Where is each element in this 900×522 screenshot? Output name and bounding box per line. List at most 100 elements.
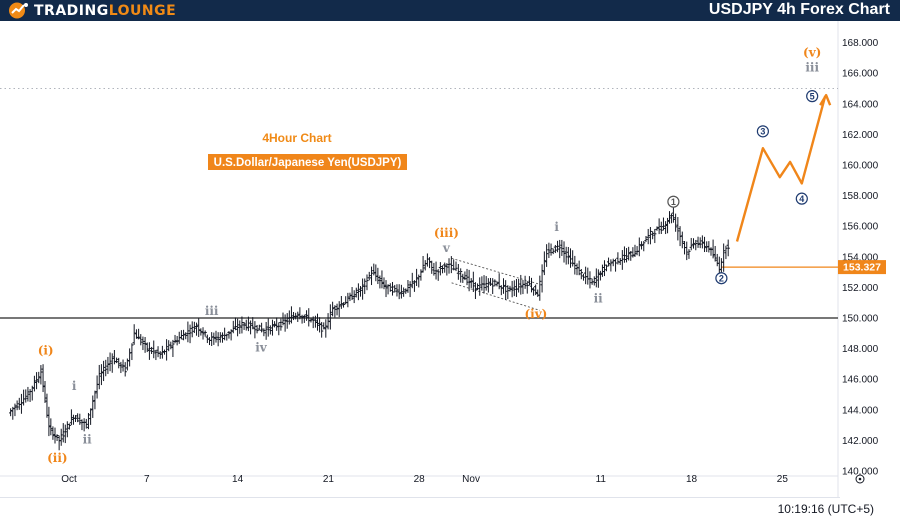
ohlc-bar: [130, 343, 134, 361]
ohlc-bar: [171, 339, 175, 358]
ohlc-bar: [9, 408, 13, 417]
ohlc-bar: [624, 248, 629, 263]
ohlc-bar: [281, 312, 285, 326]
ohlc-bar: [51, 426, 55, 440]
circled-wave-ring: [756, 125, 769, 138]
ohlc-bar: [551, 248, 555, 255]
ohlc-bar: [162, 349, 167, 355]
ohlc-bar: [268, 325, 272, 335]
ohlc-bar: [112, 350, 116, 365]
ohlc-bar: [246, 316, 251, 332]
ohlc-bar: [59, 428, 63, 446]
ohlc-bar: [358, 286, 363, 297]
ohlc-bar: [545, 244, 549, 267]
time-axis-settings-icon[interactable]: [855, 474, 865, 484]
ohlc-bar: [179, 330, 184, 340]
ohlc-bar: [352, 290, 356, 304]
ohlc-bar: [425, 253, 430, 267]
ohlc-bar: [622, 246, 627, 263]
ohlc-bar: [294, 312, 298, 320]
ohlc-bar: [406, 279, 410, 293]
wave-label: v: [442, 241, 451, 255]
ohlc-bar: [573, 255, 577, 275]
ohlc-bar: [141, 336, 145, 351]
ohlc-bar: [395, 284, 399, 297]
projection-arrowhead: [819, 93, 832, 106]
ohlc-bar: [456, 263, 460, 280]
ohlc-bar: [69, 409, 74, 426]
ohlc-bar: [436, 269, 440, 281]
ohlc-bar: [473, 282, 478, 300]
price-chart[interactable]: 140.000 142.000 144.000 146.000 148.000 150.0…: [0, 21, 900, 497]
ohlc-bar: [302, 314, 306, 323]
ohlc-bar: [664, 221, 668, 235]
ohlc-bar: [322, 322, 326, 330]
circled-wave-label: 1: [667, 195, 680, 208]
ohlc-bar: [184, 332, 188, 340]
ohlc-bar: [231, 320, 235, 334]
price-tick-label: 146.000: [842, 375, 879, 386]
ohlc-bar: [461, 273, 465, 283]
ohlc-bar: [41, 364, 45, 393]
time-tick-label: 18: [686, 474, 698, 485]
ohlc-bar: [78, 413, 82, 425]
ohlc-bar: [600, 264, 605, 277]
ohlc-bar: [201, 327, 205, 340]
ohlc-bar: [397, 284, 401, 300]
ohlc-bar: [300, 314, 304, 324]
ohlc-bar: [167, 340, 171, 352]
ohlc-bar: [504, 280, 508, 301]
ohlc-bar: [562, 241, 566, 263]
ohlc-bar: [480, 276, 484, 291]
circled-wave-ring: [806, 90, 819, 103]
ohlc-bar: [30, 385, 34, 401]
ohlc-bar: [594, 268, 598, 288]
ohlc-bar: [631, 247, 635, 258]
ohlc-bar: [279, 318, 283, 331]
ohlc-bar: [445, 263, 449, 276]
ohlc-bar: [240, 316, 244, 334]
ohlc-bar: [667, 211, 672, 224]
ohlc-bar: [313, 315, 318, 328]
ohlc-bar: [467, 269, 471, 292]
projection-path: [735, 95, 827, 242]
ohlc-bar: [192, 321, 196, 334]
ohlc-bar: [438, 262, 442, 276]
ohlc-bar: [341, 302, 346, 308]
ohlc-bar: [143, 336, 147, 353]
ohlc-bar: [255, 324, 259, 334]
ohlc-bar: [152, 340, 156, 359]
ohlc-bar: [283, 314, 287, 332]
ohlc-bar: [508, 285, 512, 292]
ohlc-bar: [717, 256, 721, 274]
ohlc-bar: [711, 239, 715, 259]
ohlc-bar: [665, 217, 670, 234]
ohlc-bar: [223, 327, 227, 341]
ohlc-bar: [542, 251, 546, 276]
ohlc-bar: [568, 248, 573, 268]
price-tick-label: 160.000: [842, 161, 879, 172]
ohlc-bar: [707, 241, 711, 253]
ohlc-bar: [320, 321, 324, 338]
ohlc-bar: [534, 284, 538, 296]
ohlc-bar: [71, 414, 76, 425]
ohlc-bar: [384, 280, 388, 298]
ohlc-bar: [671, 206, 676, 223]
ohlc-bar: [440, 265, 445, 274]
ohlc-bar: [307, 308, 311, 327]
ohlc-bar: [685, 241, 689, 261]
ohlc-bar: [560, 239, 564, 256]
ohlc-bar: [67, 423, 71, 430]
circled-wave-label: 5: [806, 90, 819, 103]
ohlc-bar: [331, 301, 335, 317]
ohlc-bar: [173, 334, 177, 344]
ohlc-bar: [613, 258, 618, 272]
ohlc-bar: [356, 283, 360, 301]
ohlc-bar: [432, 262, 436, 276]
ohlc-bar: [164, 339, 169, 361]
circled-wave-number: 1: [671, 197, 676, 207]
ohlc-bar: [499, 285, 503, 296]
ohlc-bar: [86, 412, 91, 430]
ohlc-bar: [289, 306, 294, 324]
ohlc-bar: [260, 322, 264, 333]
